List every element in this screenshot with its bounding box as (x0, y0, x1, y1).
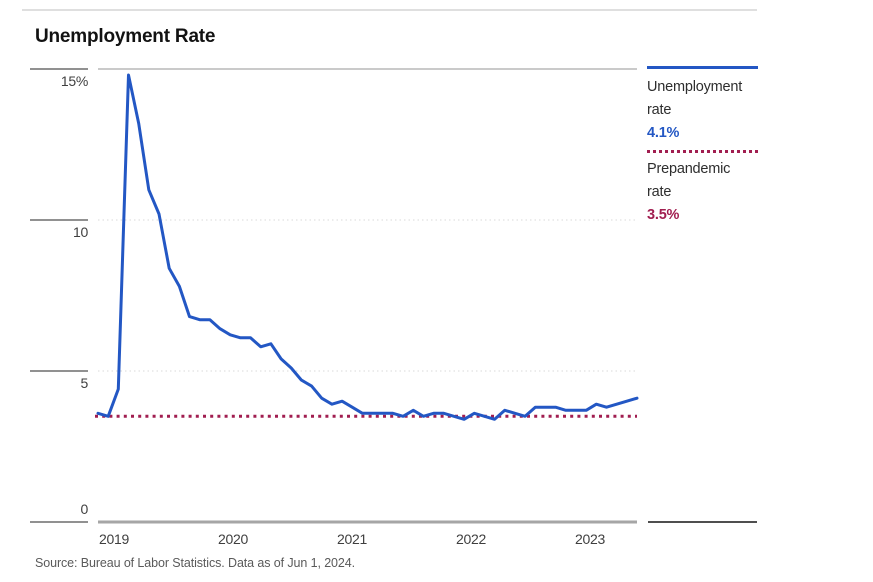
chart-legend: Unemployment rate 4.1% Prepandemic rate … (647, 66, 758, 227)
unemployment-rate-line (96, 73, 639, 421)
x-tick-label: 2021 (337, 531, 367, 547)
x-tick-label: 2020 (218, 531, 248, 547)
x-tick-label: 2023 (575, 531, 605, 547)
unemployment-line-swatch (647, 66, 758, 69)
top-border-rule (22, 9, 757, 11)
y-tick-label: 15% (61, 73, 88, 89)
y-tick-label: 10 (73, 224, 88, 240)
unemployment-legend-value: 4.1% (647, 125, 680, 141)
x-tick-label: 2019 (99, 531, 129, 547)
prepandemic-legend-label: Prepandemic rate (647, 161, 731, 200)
chart-title: Unemployment Rate (35, 26, 216, 47)
prepandemic-line-swatch (647, 150, 758, 153)
x-tick-label: 2022 (456, 531, 486, 547)
unemployment-legend-label: Unemployment rate (647, 79, 743, 118)
y-tick-label: 5 (81, 375, 89, 391)
y-tick-label: 0 (81, 501, 89, 517)
source-note: Source: Bureau of Labor Statistics. Data… (35, 556, 355, 570)
prepandemic-legend-value: 3.5% (647, 207, 680, 223)
